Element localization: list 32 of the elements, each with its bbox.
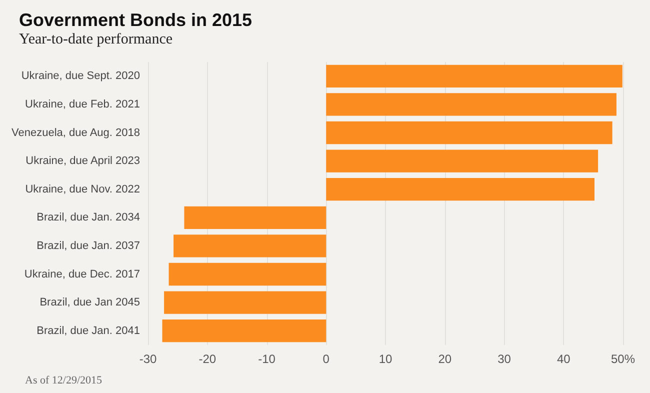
x-tick-label: 10 xyxy=(378,352,392,366)
y-tick-label: Brazil, due Jan. 2034 xyxy=(36,212,140,224)
bar xyxy=(164,291,326,314)
x-tick-label: -10 xyxy=(258,352,276,366)
chart-title: Government Bonds in 2015 xyxy=(19,10,252,30)
bar xyxy=(184,206,326,229)
y-tick-label: Ukraine, due Dec. 2017 xyxy=(24,268,140,280)
x-tick-label: 30 xyxy=(498,352,512,366)
x-tick-label: 0 xyxy=(322,352,330,366)
x-tick-label: 40 xyxy=(556,352,571,366)
chart-subtitle: Year-to-date performance xyxy=(19,32,173,48)
y-tick-label: Brazil, due Jan 2045 xyxy=(40,296,140,309)
x-tick-label: -30 xyxy=(139,352,157,366)
bar xyxy=(162,320,326,342)
x-tick-label: 50% xyxy=(610,352,636,366)
x-tick-label: 20 xyxy=(438,352,452,366)
bar xyxy=(326,150,598,172)
bar xyxy=(326,121,612,144)
y-tick-label: Ukraine, due Nov. 2022 xyxy=(25,183,140,196)
bar xyxy=(326,93,616,116)
y-tick-label: Brazil, due Jan. 2041 xyxy=(36,324,140,337)
text: As of 12/29/2015 xyxy=(25,374,102,386)
y-tick-label: Ukraine, due Feb. 2021 xyxy=(25,98,140,110)
x-tick-label: -20 xyxy=(198,352,216,366)
bar xyxy=(168,262,326,286)
y-tick-label: Venezuela, due Aug. 2018 xyxy=(12,126,140,139)
y-tick-label: Ukraine, due Sept. 2020 xyxy=(21,70,140,82)
bar xyxy=(174,234,326,258)
bar xyxy=(326,178,594,201)
bar xyxy=(326,64,622,88)
y-tick-label: Brazil, due Jan. 2037 xyxy=(36,240,140,252)
y-tick-label: Ukraine, due April 2023 xyxy=(26,155,140,168)
